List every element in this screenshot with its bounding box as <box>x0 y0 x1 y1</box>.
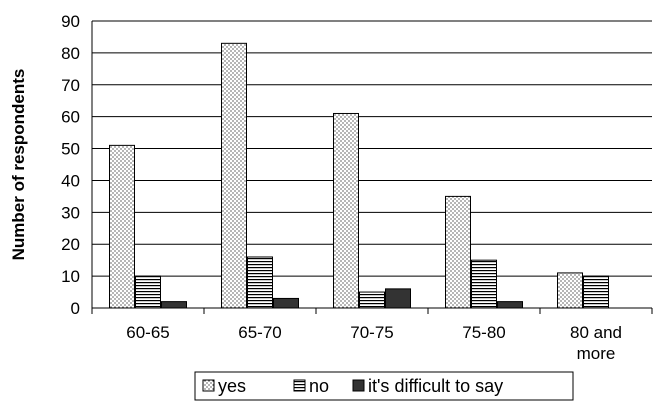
y-tick-label: 40 <box>61 171 80 190</box>
legend-box <box>194 371 574 401</box>
x-tick-label-line: 75-80 <box>462 323 505 342</box>
legend-swatch <box>352 379 365 392</box>
bar-it-s-difficult-to-say <box>497 301 523 309</box>
y-tick-label: 70 <box>61 76 80 95</box>
bar-no <box>247 256 273 309</box>
x-tick-label: 70-75 <box>350 323 393 342</box>
bar-no <box>583 275 609 309</box>
x-tick-label-line: 80 and <box>570 323 622 342</box>
axes <box>91 21 653 314</box>
bar-no <box>135 275 161 309</box>
y-tick-label: 30 <box>61 203 80 222</box>
x-tick-label-line: 65-70 <box>238 323 281 342</box>
bar-it-s-difficult-to-say <box>161 301 187 309</box>
y-tick-label: 60 <box>61 108 80 127</box>
legend-label: yes <box>218 376 246 396</box>
gridlines <box>92 20 652 277</box>
y-axis-label: Number of respondents <box>9 69 28 261</box>
y-tick-label: 50 <box>61 140 80 159</box>
bar-yes <box>333 112 359 309</box>
y-tick-label: 80 <box>61 44 80 63</box>
bar-no <box>359 291 385 309</box>
legend-swatch <box>202 379 215 392</box>
y-tick-label: 10 <box>61 267 80 286</box>
bar-it-s-difficult-to-say <box>273 297 299 309</box>
y-tick-label: 0 <box>71 299 80 318</box>
x-tick-label: 65-70 <box>238 323 281 342</box>
bar-yes <box>109 144 135 309</box>
x-tick-label-line: 60-65 <box>126 323 169 342</box>
x-tick-labels: 60-65 65-70 70-75 75-80 80 and more <box>126 323 622 363</box>
legend-label: it's difficult to say <box>368 376 503 396</box>
bars <box>109 42 609 309</box>
x-tick-label-line: more <box>577 344 616 363</box>
y-tick-labels: 0 10 20 30 40 50 60 70 80 90 <box>61 12 80 318</box>
y-tick-label: 90 <box>61 12 80 31</box>
legend-label: no <box>309 376 329 396</box>
bar-it-s-difficult-to-say <box>385 288 411 309</box>
bar-no <box>471 259 497 309</box>
bar-yes <box>221 42 247 309</box>
legend-swatch <box>293 379 306 392</box>
x-tick-label: 80 and more <box>570 323 622 363</box>
legend: yes no it's difficult to say <box>194 371 574 401</box>
x-tick-label-line: 70-75 <box>350 323 393 342</box>
bar-yes <box>445 195 471 309</box>
x-tick-label: 75-80 <box>462 323 505 342</box>
bar-yes <box>557 272 583 309</box>
x-tick-label: 60-65 <box>126 323 169 342</box>
y-tick-label: 20 <box>61 235 80 254</box>
